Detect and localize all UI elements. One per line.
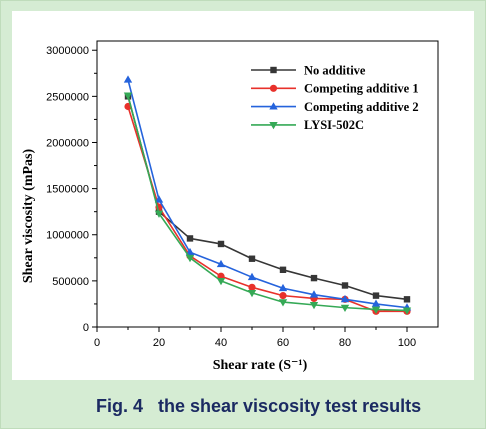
x-axis-label: Shear rate (S⁻¹) <box>213 358 308 373</box>
series-line-lysi-502c <box>127 95 408 312</box>
series-line-competing-additive-2 <box>127 79 408 309</box>
legend-label: No additive <box>304 63 366 77</box>
data-point-no-additive <box>403 296 411 303</box>
y-tick-label: 500000 <box>52 276 89 288</box>
y-tick-label: 3000000 <box>46 45 89 57</box>
data-point-competing-additive-2 <box>309 290 319 298</box>
x-tick-label: 20 <box>153 337 165 349</box>
y-axis-label: Shear viscosity (mPas) <box>21 149 36 284</box>
data-point-lysi-502c <box>340 304 350 313</box>
data-point-no-additive <box>341 282 349 289</box>
series-competing-additive-2 <box>123 75 412 311</box>
data-point-no-additive <box>248 255 256 262</box>
data-point-no-additive <box>217 240 225 248</box>
legend: No additive Competing additive 1 Competing… <box>251 63 419 132</box>
data-point-no-additive <box>186 235 194 242</box>
data-point-lysi-502c <box>309 301 319 310</box>
legend-marker-competing-additive-2 <box>269 102 278 110</box>
shear-viscosity-chart: 0 500000 1000000 1500000 2000000 2500000 30000… <box>21 40 439 373</box>
data-point-competing-additive-2 <box>216 259 226 268</box>
figure-caption: Fig. 4 the shear viscosity test results <box>96 396 421 417</box>
data-point-competing-additive-2 <box>278 283 288 292</box>
y-tick-label: 0 <box>83 322 89 334</box>
data-point-competing-additive-2 <box>185 247 195 256</box>
x-tick-label: 60 <box>277 337 289 349</box>
data-point-lysi-502c <box>402 307 412 315</box>
chart-panel <box>12 11 474 380</box>
legend-label: Competing additive 1 <box>304 82 419 96</box>
x-tick-label: 0 <box>94 337 100 349</box>
data-point-no-additive <box>279 266 287 273</box>
y-tick-label: 1500000 <box>46 184 89 196</box>
data-point-competing-additive-2 <box>123 75 133 83</box>
data-point-competing-additive-1 <box>279 292 287 300</box>
data-point-competing-additive-2 <box>340 294 350 303</box>
x-tick-label: 40 <box>215 337 227 349</box>
data-point-no-additive <box>310 274 318 282</box>
y-tick-label: 2000000 <box>46 137 89 149</box>
x-tick-label: 80 <box>339 337 351 349</box>
legend-label: LYSI-502C <box>304 118 364 132</box>
series-line-competing-additive-1 <box>127 106 407 313</box>
data-point-no-additive <box>372 292 380 299</box>
data-point-competing-additive-1 <box>248 283 256 291</box>
data-point-lysi-502c <box>278 299 288 307</box>
data-point-competing-additive-2 <box>154 195 164 203</box>
y-tick-label: 2500000 <box>46 91 89 103</box>
data-point-lysi-502c <box>247 289 257 298</box>
legend-label: Competing additive 2 <box>304 100 419 114</box>
legend-marker-no-additive <box>270 66 277 74</box>
legend-marker-lysi-502c <box>269 122 278 130</box>
legend-item-competing-additive-1: Competing additive 1 <box>251 82 419 96</box>
series-lysi-502c <box>123 92 412 315</box>
legend-item-no-additive: No additive <box>251 63 366 77</box>
data-point-lysi-502c <box>216 277 226 286</box>
x-tick-label: 100 <box>398 337 416 349</box>
data-point-lysi-502c <box>123 92 133 100</box>
data-point-competing-additive-2 <box>371 299 381 307</box>
y-tick-label: 1000000 <box>46 230 89 242</box>
data-point-lysi-502c <box>371 306 381 314</box>
legend-item-competing-additive-2: Competing additive 2 <box>251 100 419 114</box>
series-line-no-additive <box>127 96 408 301</box>
caption-text: the shear viscosity test results <box>158 396 422 416</box>
axes-group: 0 500000 1000000 1500000 2000000 2500000 30000… <box>46 40 439 349</box>
series-group <box>123 75 412 315</box>
data-point-lysi-502c <box>154 210 164 218</box>
data-point-lysi-502c <box>185 254 195 263</box>
legend-item-lysi-502c: LYSI-502C <box>251 118 364 132</box>
caption-label: Fig. 4 <box>96 396 144 416</box>
legend-marker-competing-additive-1 <box>269 84 278 92</box>
data-point-competing-additive-2 <box>247 272 257 281</box>
plot-frame <box>96 40 439 328</box>
